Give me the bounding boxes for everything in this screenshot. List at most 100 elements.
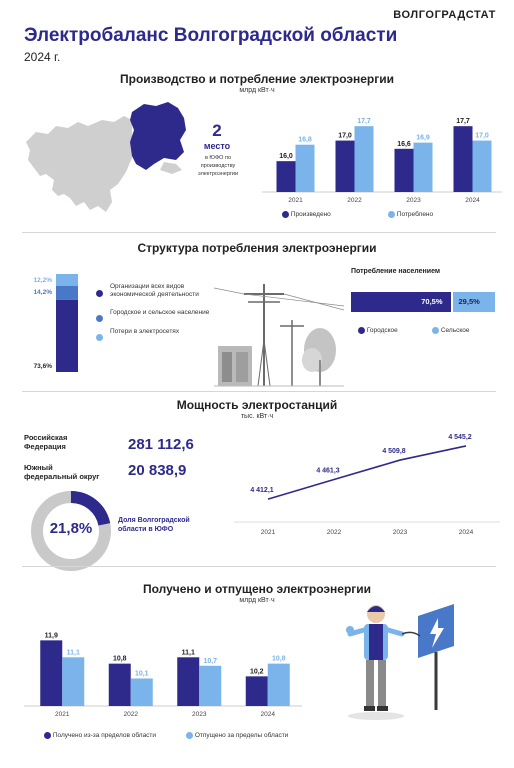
bar-label-a-2021: 16,0 (279, 153, 293, 160)
stack-segment-1 (56, 285, 78, 300)
legend-rural-label: Сельское (440, 327, 470, 335)
bar-b-2024 (267, 663, 290, 706)
bar-b-2022 (354, 126, 374, 192)
power-lines-illustration (214, 284, 344, 387)
bar-a-2023 (394, 148, 414, 192)
share-caption: Доля Волгоградской области в ЮФО (118, 517, 190, 533)
rank-caption: в ЮФО по производству электроэнергии (197, 155, 239, 177)
divider-1 (22, 232, 496, 233)
population-bar: 70,5% 29,5% (351, 292, 495, 312)
share-donut-chart (31, 491, 111, 571)
bar-b-2021 (62, 657, 85, 706)
legend-rural-dot (432, 327, 439, 334)
sfd-value: 20 838,9 (128, 462, 187, 479)
capacity-line-chart: 2021 4 412,1 2022 4 461,3 2023 4 509,8 2024 4 5… (234, 434, 500, 536)
divider-3 (22, 566, 496, 567)
population-urban-label: 70,5% (421, 297, 443, 306)
bar-b-2021 (295, 144, 315, 192)
bar-label-b-2024: 10,8 (272, 656, 286, 663)
bar-label-b-2023: 16,9 (416, 135, 430, 142)
rank-word: место (203, 141, 231, 151)
population-urban-segment: 70,5% (351, 292, 451, 312)
bar-b-2023 (199, 665, 222, 706)
legend-losses-label: Потери в электросетях (110, 328, 180, 335)
legend-losses-dot (96, 334, 103, 342)
legend-orgs-label: Организации всех видов экономической дея… (110, 283, 199, 298)
point-label-2021: 4 412,1 (250, 487, 273, 494)
section4-title: Получено и отпущено электроэнергии (142, 582, 372, 596)
bar-b-2023 (413, 142, 433, 192)
bar-label-b-2021: 16,8 (298, 137, 312, 144)
stack-segment-0 (56, 299, 78, 372)
section2-title: Структура потребления электроэнергии (137, 241, 377, 255)
map-volgograd-region (130, 102, 186, 170)
bar-label-a-2021: 11,9 (45, 632, 58, 639)
legend-produced-dot (282, 211, 289, 218)
bar-a-2023 (177, 657, 200, 706)
bar-a-2022 (108, 663, 131, 706)
legend-consumed-label: Потреблено (396, 211, 434, 219)
legend-population-label: Городское и сельское население (110, 309, 210, 316)
x-tick-2024: 2024 (459, 529, 474, 536)
legend-urban-dot (358, 327, 365, 334)
x-tick-2024: 2024 (261, 711, 276, 718)
legend-produced-label: Произведено (290, 211, 331, 219)
x-tick-2022: 2022 (347, 197, 362, 204)
map-neighbors (26, 116, 132, 212)
structure-stacked-bar: 12,2% 14,2% 73,6% (34, 274, 78, 372)
section3-unit: тыс. кВт·ч (240, 413, 274, 420)
legend-rural: Сельское (432, 327, 469, 334)
bar-label-b-2022: 17,7 (357, 118, 371, 125)
page-year: 2024 г. (24, 50, 61, 64)
population-rural-segment: 29,5% (452, 292, 495, 312)
donut-share (31, 491, 111, 571)
bar-label-a-2024: 10,2 (250, 668, 264, 675)
legend-consumed: Потреблено (388, 211, 433, 218)
section4-unit: млрд кВт·ч (239, 597, 275, 604)
population-title: Потребление населением (351, 268, 441, 275)
point-label-2024: 4 545,2 (448, 434, 471, 441)
sfd-label: Южный федеральный округ (24, 463, 100, 481)
section1-unit: млрд кВт·ч (239, 87, 275, 94)
bar-a-2022 (335, 140, 355, 192)
brand-logo: ВОЛГОГРАДСТАТ (393, 9, 496, 21)
bar-label-b-2021: 11,1 (67, 649, 80, 656)
received-released-chart: 11,9 11,1 2021 10,8 10,1 2022 11,1 10,7 2023 10,2… (24, 632, 302, 718)
legend-orgs-dot (96, 290, 103, 298)
russia-value: 281 112,6 (128, 436, 194, 453)
stack-segment-2 (56, 274, 78, 286)
x-tick-2021: 2021 (261, 529, 276, 536)
population-rural-label: 29,5% (458, 297, 480, 306)
x-tick-2024: 2024 (465, 197, 480, 204)
x-tick-2022: 2022 (124, 711, 139, 718)
legend-urban: Городское (358, 327, 398, 334)
x-tick-2022: 2022 (327, 529, 342, 536)
lightning-icon (430, 618, 444, 648)
bar-label-a-2024: 17,7 (456, 118, 470, 125)
stack-label-1: 14,2% (34, 289, 53, 296)
legend-received-label: Получено из-за пределов области (52, 732, 157, 740)
x-tick-2023: 2023 (192, 711, 207, 718)
x-tick-2023: 2023 (393, 529, 408, 536)
legend-urban-label: Городское (366, 327, 398, 335)
legend-released: Отпущено за пределы области (186, 732, 288, 739)
bar-b-2022 (130, 678, 153, 706)
bar-a-2021 (276, 161, 296, 192)
legend-released-label: Отпущено за пределы области (194, 732, 289, 740)
bar-label-b-2022: 10,1 (135, 670, 149, 677)
legend-received-dot (44, 732, 51, 739)
rank-number: 2 (212, 121, 222, 140)
point-label-2022: 4 461,3 (316, 467, 339, 474)
russia-label: Российская Федерация (24, 433, 68, 451)
bar-label-a-2023: 16,6 (397, 141, 411, 148)
stack-label-2: 12,2% (34, 277, 53, 284)
legend-consumed-dot (388, 211, 395, 218)
bar-a-2021 (40, 640, 63, 706)
bar-label-b-2024: 17,0 (475, 133, 489, 140)
bar-label-a-2022: 10,8 (113, 656, 127, 663)
production-consumption-chart: 16,0 16,8 2021 17,0 17,7 2022 16,6 16,9 2023 17,7… (262, 118, 502, 204)
divider-2 (22, 391, 496, 392)
point-label-2023: 4 509,8 (382, 448, 405, 455)
legend-population-dot (96, 315, 103, 323)
x-tick-2021: 2021 (55, 711, 70, 718)
